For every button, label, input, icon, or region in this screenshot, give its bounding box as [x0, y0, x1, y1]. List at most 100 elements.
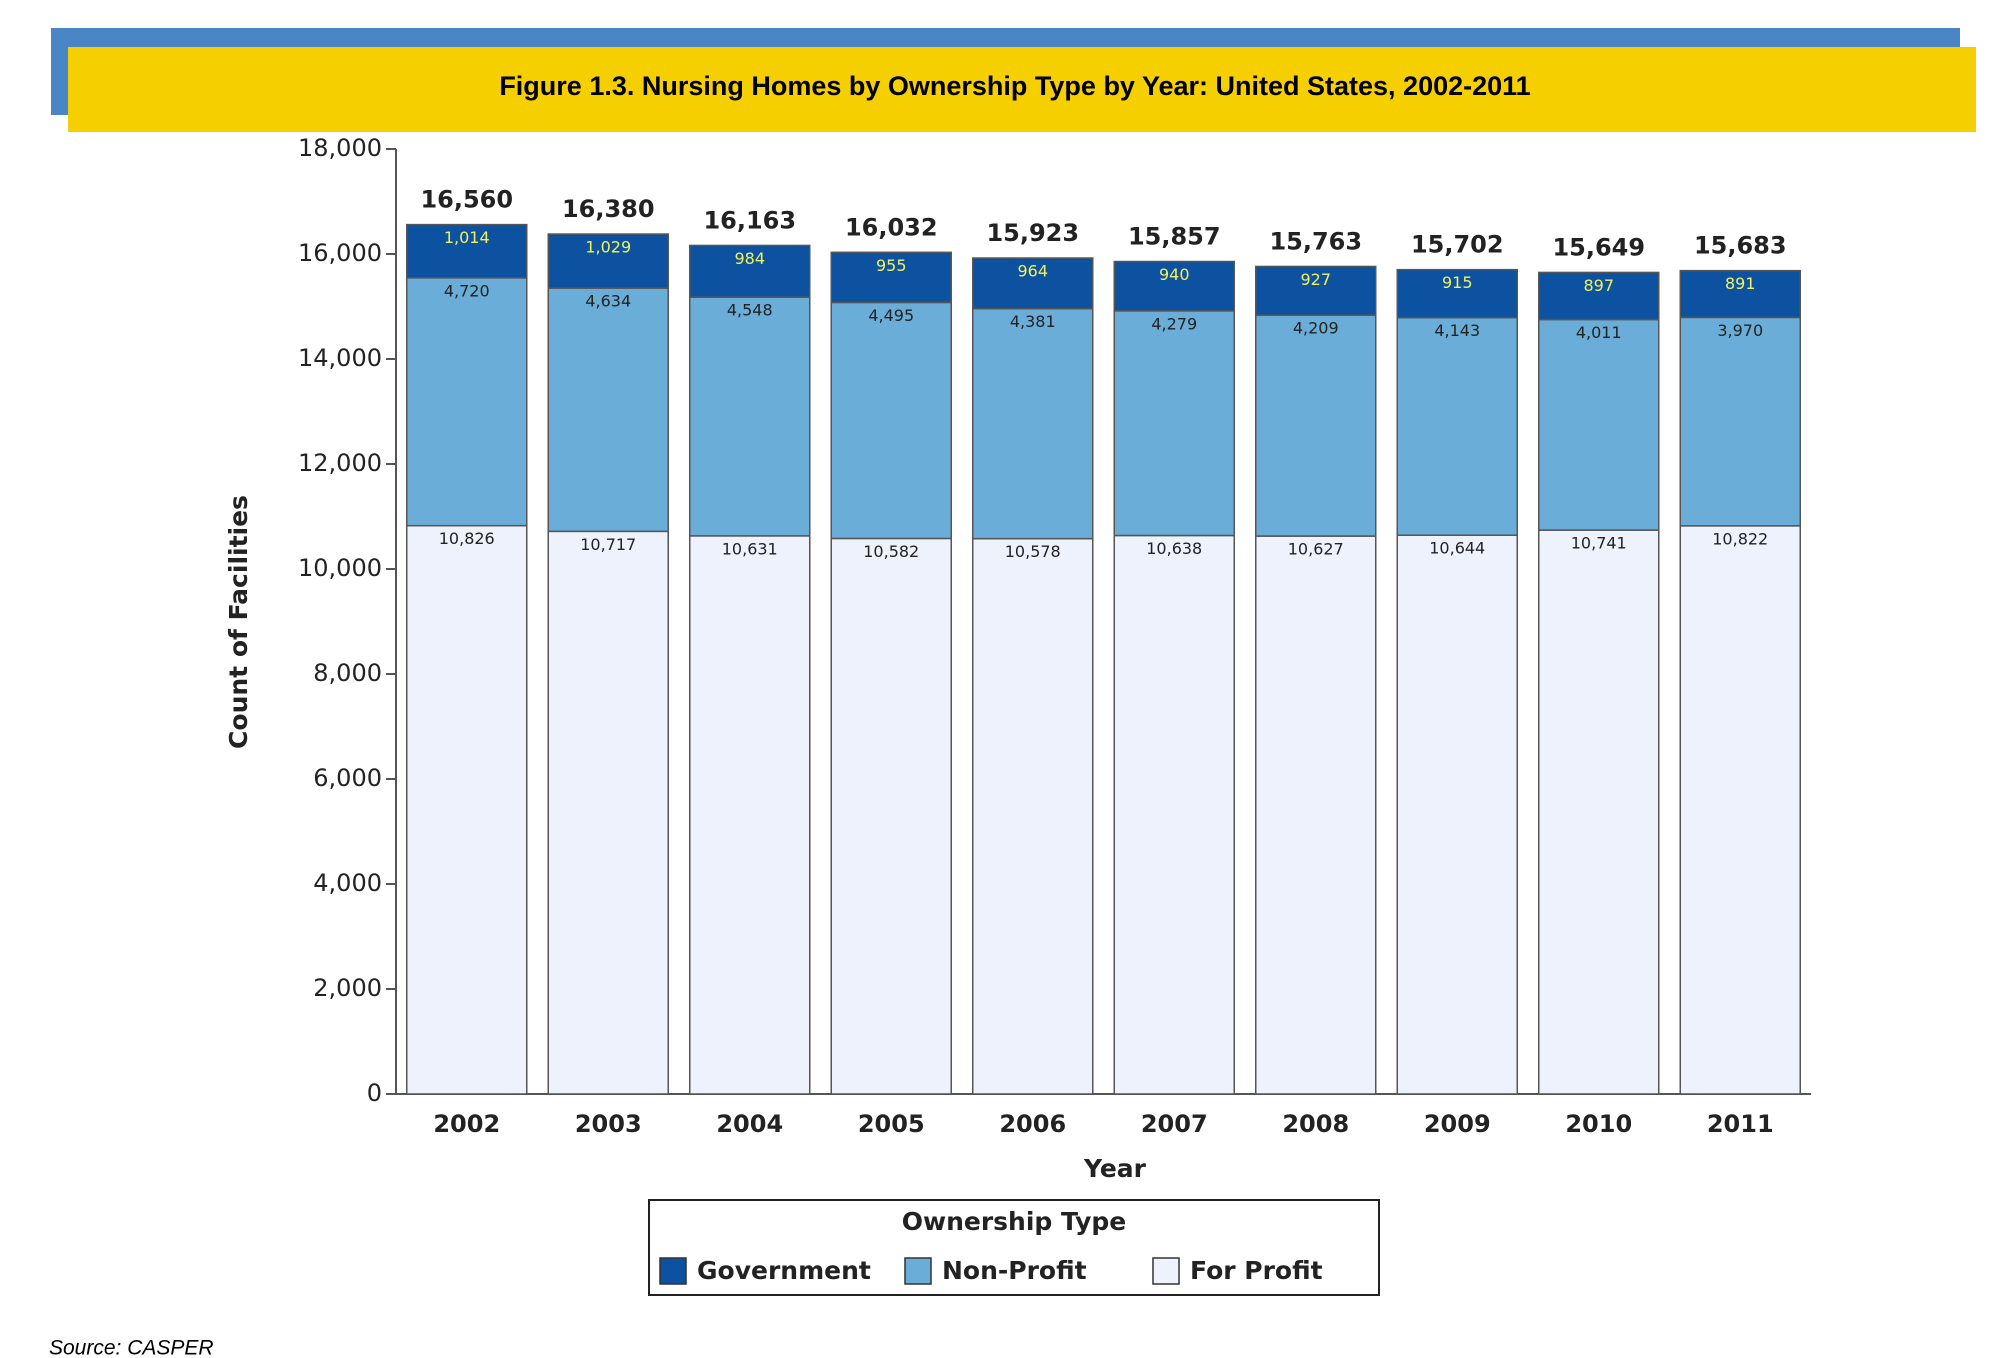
y-tick-label: 18,000 [298, 134, 382, 162]
bar-segment [547, 233, 669, 289]
x-axis-title: Year [1083, 1154, 1147, 1183]
total-label: 15,702 [1411, 231, 1504, 259]
segment-label: 955 [876, 256, 907, 275]
bar-segment [406, 223, 528, 279]
bar-segment [1113, 534, 1235, 1095]
bar-segment [547, 287, 669, 533]
segment-label: 10,578 [1005, 542, 1061, 561]
segment-label: 10,638 [1146, 539, 1202, 558]
segment-label: 927 [1300, 270, 1331, 289]
segment-label: 10,582 [863, 542, 919, 561]
x-tick-label: 2008 [1282, 1110, 1349, 1138]
bar-segment [972, 307, 1094, 540]
segment-label: 4,381 [1010, 312, 1056, 331]
legend-label: For Profit [1190, 1256, 1323, 1285]
bar-segment [1679, 316, 1801, 527]
segment-label: 1,014 [444, 228, 490, 247]
legend-swatch [659, 1257, 687, 1285]
segment-label: 891 [1725, 274, 1756, 293]
segment-label: 10,627 [1288, 540, 1344, 559]
segment-label: 4,011 [1576, 323, 1622, 342]
segment-label: 1,029 [585, 238, 631, 257]
legend-label: Non-Profit [942, 1256, 1087, 1285]
bar-segment [830, 251, 952, 304]
segment-label: 4,634 [585, 292, 631, 311]
bar-segment [547, 530, 669, 1095]
segment-label: 4,279 [1151, 314, 1197, 333]
segment-label: 10,644 [1429, 539, 1485, 558]
bar-segment [689, 296, 811, 537]
legend-swatch [904, 1257, 932, 1285]
bar-segment [1538, 529, 1660, 1095]
bar-segment [1679, 525, 1801, 1095]
bar-segment [830, 537, 952, 1095]
x-tick-label: 2004 [716, 1110, 783, 1138]
bar-segment [1113, 310, 1235, 537]
y-tick-label: 8,000 [313, 659, 382, 687]
bar-segment [1255, 265, 1377, 316]
total-label: 16,380 [562, 195, 655, 223]
bar-segment [830, 301, 952, 540]
segment-label: 4,143 [1434, 321, 1480, 340]
bar-segment [689, 535, 811, 1095]
total-label: 15,923 [986, 219, 1079, 247]
segment-label: 4,209 [1293, 319, 1339, 338]
bar-segment [1538, 318, 1660, 531]
y-tick-label: 2,000 [313, 974, 382, 1002]
y-tick-label: 4,000 [313, 869, 382, 897]
y-tick-label: 12,000 [298, 449, 382, 477]
segment-label: 10,631 [722, 539, 778, 558]
bar-segment [406, 277, 528, 527]
segment-label: 4,548 [727, 301, 773, 320]
total-label: 15,763 [1269, 227, 1362, 255]
legend-title: Ownership Type [902, 1207, 1127, 1236]
segment-label: 4,720 [444, 281, 490, 300]
bar-segment [1396, 268, 1518, 319]
segment-label: 4,495 [868, 306, 914, 325]
x-tick-label: 2005 [858, 1110, 925, 1138]
segment-label: 10,822 [1712, 529, 1768, 548]
bar-segment [406, 524, 528, 1095]
bar-segment [1538, 271, 1660, 321]
total-label: 16,560 [420, 186, 513, 214]
bar-segment [1255, 314, 1377, 537]
source-note: Source: CASPER [49, 1337, 214, 1358]
chart-title: Figure 1.3. Nursing Homes by Ownership T… [499, 71, 1530, 101]
segment-label: 897 [1583, 276, 1614, 295]
x-tick-label: 2007 [1141, 1110, 1208, 1138]
total-label: 15,649 [1552, 233, 1645, 261]
legend-swatch [1152, 1257, 1180, 1285]
x-tick-label: 2010 [1565, 1110, 1632, 1138]
segment-label: 10,826 [439, 529, 495, 548]
bar-segment [689, 244, 811, 298]
bar-segment [972, 537, 1094, 1095]
x-tick-label: 2006 [999, 1110, 1066, 1138]
segment-label: 940 [1159, 265, 1190, 284]
total-label: 16,163 [703, 206, 796, 234]
bar-segment [1679, 269, 1801, 319]
bar-segment [1255, 535, 1377, 1095]
total-label: 16,032 [845, 213, 938, 241]
x-tick-label: 2011 [1707, 1110, 1774, 1138]
bar-segment [972, 257, 1094, 310]
title-box [68, 47, 1976, 132]
segment-label: 964 [1017, 262, 1048, 281]
legend-box [648, 1199, 1380, 1296]
x-tick-label: 2002 [433, 1110, 500, 1138]
segment-label: 10,741 [1571, 534, 1627, 553]
segment-label: 10,717 [580, 535, 636, 554]
segment-label: 984 [734, 249, 765, 268]
y-tick-label: 6,000 [313, 764, 382, 792]
legend-label: Government [697, 1256, 871, 1285]
y-axis-title: Count of Facilities [224, 495, 253, 749]
segment-label: 915 [1442, 273, 1473, 292]
y-tick-label: 0 [367, 1079, 382, 1107]
y-tick-label: 14,000 [298, 344, 382, 372]
bar-segment [1396, 316, 1518, 536]
segment-label: 3,970 [1717, 321, 1763, 340]
total-label: 15,683 [1694, 232, 1787, 260]
total-label: 15,857 [1128, 223, 1221, 251]
y-tick-label: 10,000 [298, 554, 382, 582]
bar-segment [1113, 260, 1235, 312]
